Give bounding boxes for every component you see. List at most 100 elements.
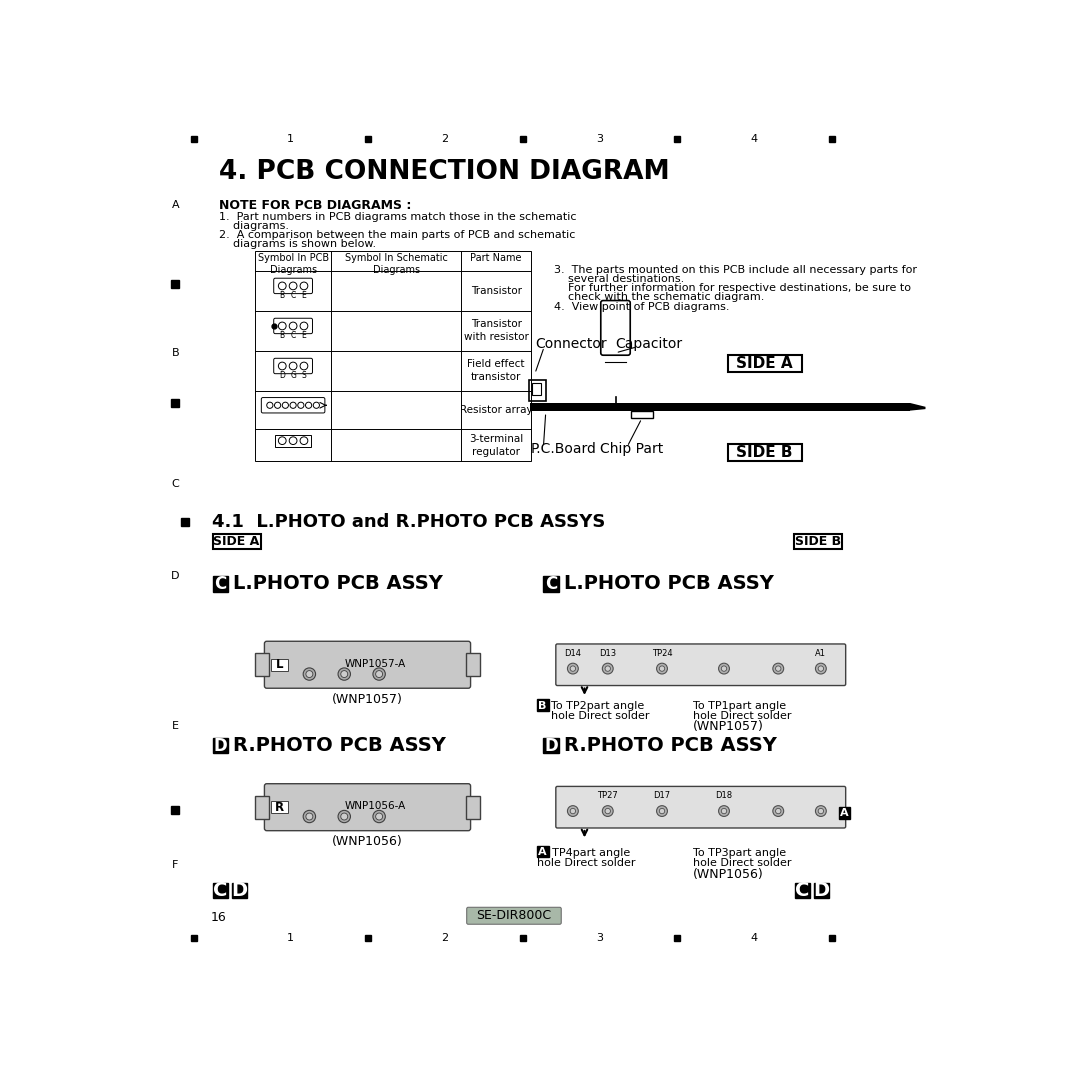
Circle shape [303,810,315,823]
FancyBboxPatch shape [467,907,562,924]
Bar [275,434,311,447]
Bar [531,383,541,395]
Text: D17: D17 [653,792,671,800]
Text: SIDE A: SIDE A [735,356,793,372]
Text: B: B [280,330,285,340]
Text: 3: 3 [596,933,603,943]
Bar [530,403,910,410]
Circle shape [659,808,664,813]
Text: C: C [172,478,179,489]
Circle shape [303,667,315,680]
Circle shape [570,808,576,813]
Text: B: B [172,348,179,357]
Bar [543,738,559,754]
Circle shape [815,663,826,674]
Bar [213,577,228,592]
Text: A: A [538,847,546,856]
Circle shape [657,663,667,674]
Text: 3.  The parts mounted on this PCB include all necessary parts for: 3. The parts mounted on this PCB include… [554,265,917,274]
Text: Symbol In Schematic
Diagrams: Symbol In Schematic Diagrams [345,253,447,275]
Text: To TP3part angle: To TP3part angle [693,849,786,859]
Text: C: C [213,881,228,900]
Text: (WNP1057): (WNP1057) [693,720,764,733]
Text: 4: 4 [751,134,758,144]
Circle shape [567,806,578,816]
Circle shape [373,810,386,823]
Text: hole Direct solder: hole Direct solder [537,859,636,868]
Text: Capacitor: Capacitor [616,337,683,351]
Bar [529,380,545,402]
Circle shape [775,666,781,672]
Circle shape [819,808,824,813]
Text: (WNP1056): (WNP1056) [693,867,764,880]
Text: D: D [214,737,227,755]
Circle shape [376,671,382,677]
Bar [255,653,269,676]
Text: Symbol In PCB
Diagrams: Symbol In PCB Diagrams [257,253,328,275]
Circle shape [341,813,348,820]
Bar [537,700,549,711]
Text: WNP1056-A: WNP1056-A [345,801,406,811]
Text: 4.  View point of PCB diagrams.: 4. View point of PCB diagrams. [554,301,729,312]
Text: Part Name: Part Name [471,253,522,262]
Text: SIDE A: SIDE A [214,535,259,548]
Text: 2: 2 [441,933,448,943]
Text: Connector: Connector [535,337,607,351]
Circle shape [570,666,576,672]
Text: SIDE B: SIDE B [795,535,841,548]
Circle shape [603,663,613,674]
Circle shape [306,813,313,820]
Text: 4.1  L.PHOTO and R.PHOTO PCB ASSYS: 4.1 L.PHOTO and R.PHOTO PCB ASSYS [213,513,606,531]
Circle shape [718,806,729,816]
Text: L.PHOTO PCB ASSY: L.PHOTO PCB ASSY [565,575,774,593]
Text: D: D [544,737,558,755]
Text: E: E [172,721,179,731]
Bar [213,882,228,899]
Circle shape [605,808,610,813]
Text: 1.  Part numbers in PCB diagrams match those in the schematic: 1. Part numbers in PCB diagrams match th… [218,212,577,221]
Circle shape [815,806,826,816]
Text: several destinations.: several destinations. [554,274,684,284]
FancyBboxPatch shape [265,642,471,688]
Circle shape [306,671,313,677]
Text: B: B [280,291,285,299]
Circle shape [819,666,824,672]
Bar [271,801,287,813]
Text: 3: 3 [596,134,603,144]
Polygon shape [910,403,926,410]
Text: C: C [291,330,296,340]
Text: L: L [275,658,283,672]
Bar [543,577,559,592]
Text: Resistor array: Resistor array [460,405,532,415]
Text: hole Direct solder: hole Direct solder [551,711,650,720]
Text: (WNP1056): (WNP1056) [333,835,403,849]
Text: D14: D14 [565,649,581,658]
Text: C: C [291,291,296,299]
Text: 1: 1 [286,134,294,144]
Text: diagrams.: diagrams. [218,220,288,231]
Circle shape [341,671,348,677]
Bar [255,796,269,819]
Text: A: A [840,808,849,819]
Text: C: C [795,881,810,900]
Text: diagrams is shown below.: diagrams is shown below. [218,240,376,249]
Text: To TP2part angle: To TP2part angle [551,701,645,711]
Text: WNP1057-A: WNP1057-A [345,659,406,669]
Circle shape [718,663,729,674]
Text: D13: D13 [599,649,617,658]
Text: Transistor
with resistor: Transistor with resistor [463,320,528,341]
Text: A1: A1 [815,649,826,658]
Text: SIDE B: SIDE B [737,445,793,460]
Text: P.C.Board: P.C.Board [530,442,596,456]
Text: TP27: TP27 [597,792,618,800]
Bar [795,882,810,899]
Text: (WNP1057): (WNP1057) [332,693,403,706]
Circle shape [657,806,667,816]
Text: NOTE FOR PCB DIAGRAMS :: NOTE FOR PCB DIAGRAMS : [218,199,411,212]
Text: E: E [301,330,307,340]
Text: To TP4part angle: To TP4part angle [537,849,631,859]
Circle shape [567,663,578,674]
Text: Chip Part: Chip Part [600,442,663,456]
Bar [814,882,829,899]
Text: B: B [539,701,546,711]
